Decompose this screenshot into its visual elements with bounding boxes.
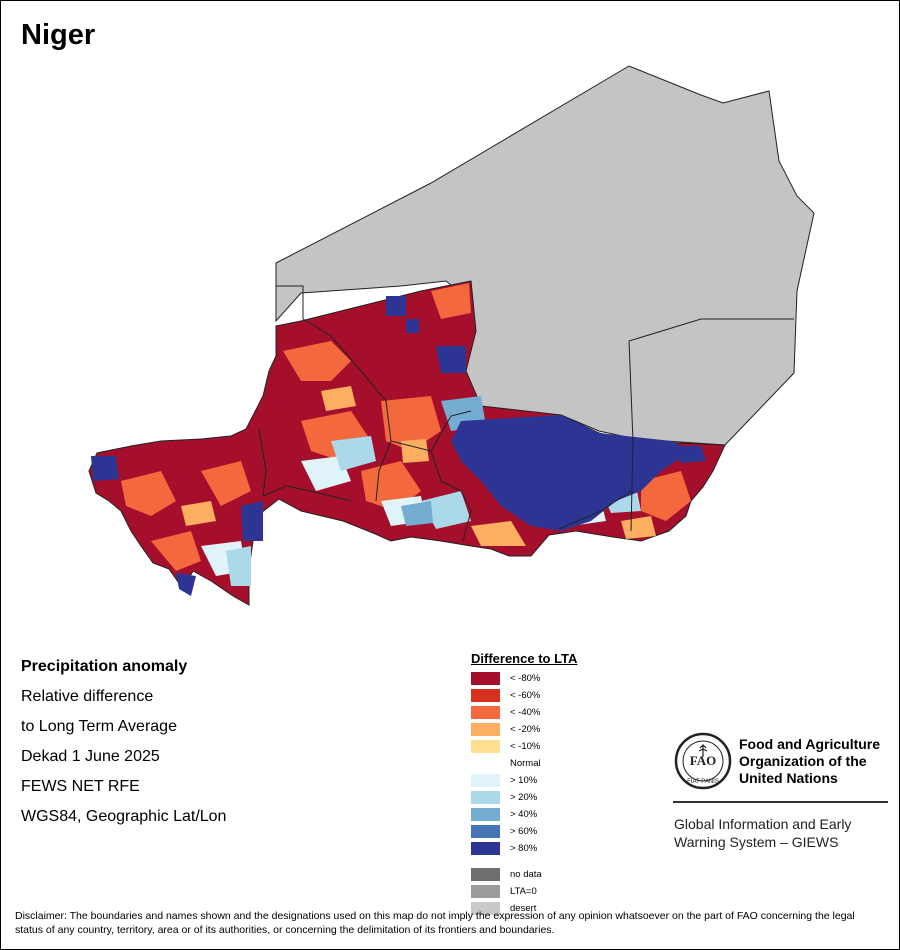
map-info: Precipitation anomaly Relative differenc… xyxy=(21,657,226,837)
legend-label: > 80% xyxy=(510,843,538,854)
legend-swatch xyxy=(471,902,500,915)
legend-swatch xyxy=(471,689,500,702)
legend-label: > 40% xyxy=(510,809,538,820)
info-line: FEWS NET RFE xyxy=(21,778,140,795)
disclaimer: Disclaimer: The boundaries and names sho… xyxy=(15,910,855,936)
anomaly-patches-darkblue xyxy=(91,296,706,596)
legend-label: no data xyxy=(510,869,542,880)
legend-swatch xyxy=(471,706,500,719)
legend-swatch xyxy=(471,740,500,753)
fao-name: Food and Agriculture Organization of the… xyxy=(739,736,881,786)
legend-item: > 80% xyxy=(471,840,577,857)
legend-label: LTA=0 xyxy=(510,886,537,897)
legend-swatch xyxy=(471,808,500,821)
legend-item: < -20% xyxy=(471,721,577,738)
legend-item: > 60% xyxy=(471,823,577,840)
fao-logo-block: FAO FIAT PANIS Food and Agriculture Orga… xyxy=(673,731,888,850)
legend-other-group: no data LTA=0 desert xyxy=(471,866,577,917)
legend-title: Difference to LTA xyxy=(471,651,578,666)
legend-item: > 20% xyxy=(471,789,577,806)
legend-wet-group: > 10% > 20% > 40% > 60% > 80% xyxy=(471,772,577,857)
svg-text:FIAT PANIS: FIAT PANIS xyxy=(687,779,719,785)
legend-item: > 40% xyxy=(471,806,577,823)
fao-divider xyxy=(673,801,888,803)
legend-swatch xyxy=(471,825,500,838)
map-title: Niger xyxy=(21,19,96,51)
legend-label: > 10% xyxy=(510,775,538,786)
legend-item: desert xyxy=(471,900,577,917)
svg-text:FAO: FAO xyxy=(690,753,716,768)
desert-region xyxy=(275,65,815,446)
legend-swatch xyxy=(471,842,500,855)
info-line: WGS84, Geographic Lat/Lon xyxy=(21,808,227,825)
legend-item: < -80% xyxy=(471,670,577,687)
legend-label: > 20% xyxy=(510,792,538,803)
legend-swatch xyxy=(471,868,500,881)
niger-anomaly-map xyxy=(88,65,815,606)
legend-label: < -80% xyxy=(510,673,541,684)
legend-item: < -40% xyxy=(471,704,577,721)
legend-swatch xyxy=(471,723,500,736)
anomaly-patches-light xyxy=(181,386,656,546)
legend-item: < -60% xyxy=(471,687,577,704)
info-line: to Long Term Average xyxy=(21,718,177,735)
legend: Difference to LTA < -80% < -60% < -40% < -2… xyxy=(471,651,577,917)
legend-label: desert xyxy=(510,903,537,914)
legend-item: > 10% xyxy=(471,772,577,789)
info-line: Dekad 1 June 2025 xyxy=(21,748,160,765)
legend-normal-label: Normal xyxy=(510,758,541,769)
fao-subtitle: Global Information and Early Warning Sys… xyxy=(674,816,852,850)
legend-label: > 60% xyxy=(510,826,538,837)
legend-dry-group: < -80% < -60% < -40% < -20% < -10% xyxy=(471,670,577,755)
region-boundaries xyxy=(258,285,794,542)
info-heading: Precipitation anomaly xyxy=(21,658,188,675)
legend-label: < -20% xyxy=(510,724,541,735)
legend-swatch xyxy=(471,885,500,898)
legend-item: < -10% xyxy=(471,738,577,755)
legend-label: < -10% xyxy=(510,741,541,752)
legend-label: < -40% xyxy=(510,707,541,718)
legend-swatch xyxy=(471,672,500,685)
fao-emblem-icon: FAO FIAT PANIS xyxy=(674,732,732,790)
legend-swatch xyxy=(471,791,500,804)
info-line: Relative difference xyxy=(21,688,154,705)
legend-swatch xyxy=(471,774,500,787)
legend-label: < -60% xyxy=(510,690,541,701)
legend-item: no data xyxy=(471,866,577,883)
legend-item: LTA=0 xyxy=(471,883,577,900)
